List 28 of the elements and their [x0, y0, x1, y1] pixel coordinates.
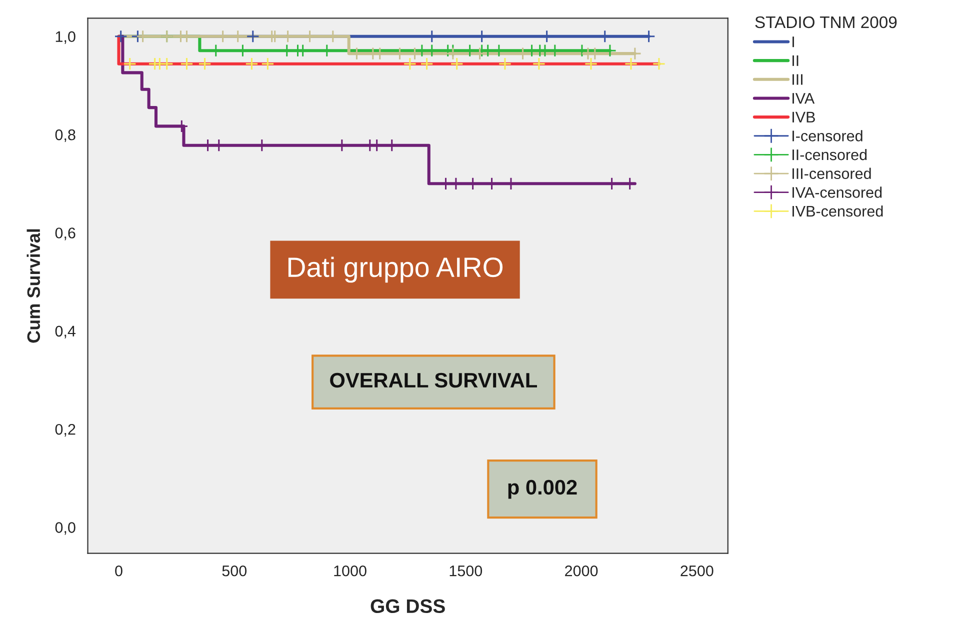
annotation: OVERALL SURVIVAL [330, 372, 537, 388]
legend-label: III-censored [792, 168, 871, 180]
y-tick-label: 0,8 [55, 129, 76, 142]
legend-label: I [792, 36, 794, 48]
x-tick-label: 1500 [450, 565, 482, 576]
legend-label: IVB [792, 112, 815, 122]
y-tick-label: 1,0 [56, 31, 76, 44]
legend-label: I-censored [792, 130, 862, 142]
y-axis-title: Cum Survival [26, 229, 40, 343]
x-axis-title: GG DSS [370, 599, 445, 614]
x-tick-label: 1000 [334, 565, 366, 576]
y-tick-label: 0,6 [55, 228, 76, 240]
annotation: Dati gruppo AIRO [288, 256, 503, 283]
legend-label: IVA [792, 93, 815, 104]
x-tick-label: 0 [115, 565, 122, 576]
annotation: p 0.002 [508, 480, 577, 499]
x-tick-label: 2500 [680, 565, 714, 576]
y-tick-label: 0,0 [55, 522, 76, 535]
x-tick-label: 2000 [565, 565, 598, 576]
legend-label: II [792, 55, 798, 66]
legend-title: STADIO TNM 2009 [755, 16, 897, 28]
legend-label: IVA-censored [792, 186, 882, 198]
x-tick-label: 500 [222, 565, 247, 576]
legend-label: IVB-censored [792, 205, 883, 217]
y-tick-label: 0,2 [55, 424, 76, 437]
y-tick-label: 0,4 [55, 326, 76, 338]
legend-label: III [792, 74, 802, 85]
legend-label: II-censored [792, 148, 867, 160]
